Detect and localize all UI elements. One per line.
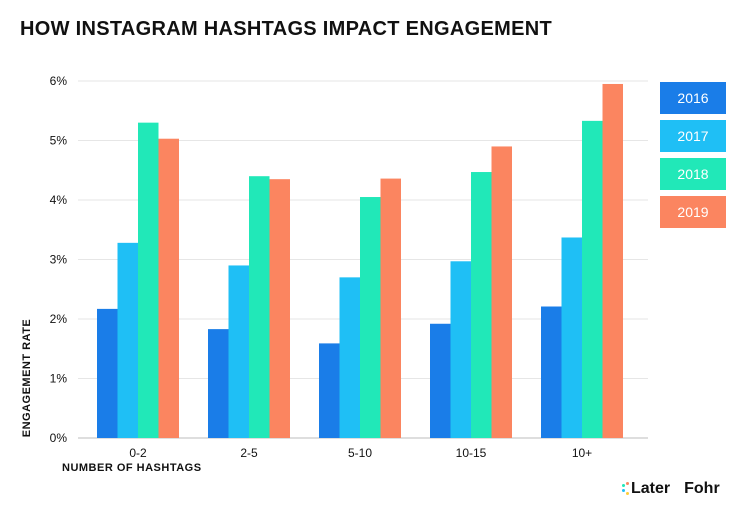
later-logo: Later [622,480,670,498]
bar-2018-10+ [582,120,603,439]
x-tick-label: 10+ [572,446,592,460]
later-logo-text: Later [631,480,671,497]
bar-2019-10+ [602,83,623,438]
bar-2016-5-10 [319,343,340,438]
bar-2019-2-5 [269,179,290,439]
bar-2016-0-2 [97,308,118,438]
bar-2019-5-10 [380,178,401,438]
bar-2017-0-2 [117,242,138,438]
bars [97,83,623,439]
legend-item-2019: 2019 [660,196,726,228]
bar-2016-10-15 [430,323,451,438]
logos: Later Fohr [622,480,720,498]
y-tick-label: 3% [50,253,68,267]
y-tick-label: 2% [50,312,68,326]
x-tick-label: 2-5 [240,446,258,460]
legend: 2016 2017 2018 2019 [660,82,726,234]
bar-2017-5-10 [339,277,360,438]
y-tick-label: 4% [50,193,68,207]
bar-2018-2-5 [249,176,270,438]
y-tick-label: 5% [50,134,68,148]
bar-2019-10-15 [491,146,512,438]
bar-2018-0-2 [138,122,159,439]
later-dots-icon [622,482,630,496]
x-tick-label: 0-2 [129,446,147,460]
x-tick-label: 10-15 [456,446,487,460]
y-tick-label: 6% [50,74,68,88]
legend-item-2017: 2017 [660,120,726,152]
bar-2017-10-15 [450,261,471,438]
legend-item-2016: 2016 [660,82,726,114]
bar-2019-0-2 [158,138,179,438]
y-tick-labels: 0% 1% 2% 3% 4% 5% 6% [50,74,68,445]
legend-item-2018: 2018 [660,158,726,190]
y-tick-label: 0% [50,431,68,445]
bar-2018-5-10 [360,197,381,438]
x-tick-label: 5-10 [348,446,372,460]
bar-2017-10+ [561,237,582,438]
bar-2016-2-5 [208,329,229,438]
y-axis-label: ENGAGEMENT RATE [21,319,33,438]
x-axis-label: NUMBER OF HASHTAGS [62,462,202,474]
bar-2016-10+ [541,306,562,438]
bar-2018-10-15 [471,172,492,438]
fohr-logo: Fohr [684,480,720,497]
y-tick-label: 1% [50,372,68,386]
bar-2017-2-5 [228,265,249,438]
chart-title: HOW INSTAGRAM HASHTAGS IMPACT ENGAGEMENT [20,18,552,40]
x-tick-labels: 0-2 2-5 5-10 10-15 10+ [129,446,592,460]
